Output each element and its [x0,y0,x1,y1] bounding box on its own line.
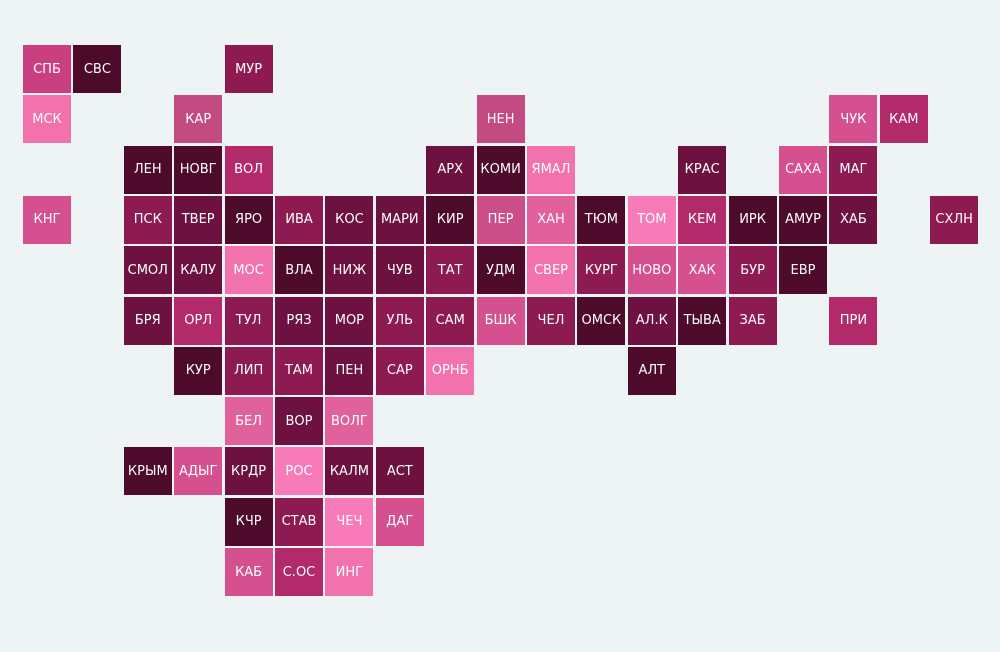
region-tile: СТАВ [275,497,323,546]
region-tile: ВОР [275,397,323,446]
region-tile: МАГ [829,145,878,194]
region-tile: АМУР [779,195,827,244]
region-tile: КУР [174,346,223,395]
region-tile: КАМ [879,95,928,144]
region-tile: САХА [779,145,827,194]
region-tile: АЛТ [627,346,676,395]
region-tile: НОВГ [174,145,223,194]
region-tile: КЕМ [678,195,727,244]
region-tile: САМ [426,296,475,345]
region-tile: ЧУК [829,95,878,144]
region-tile: ЯМАЛ [527,145,575,194]
region-tile: ЧЕЛ [527,296,575,345]
region-tile: ИНГ [325,548,374,596]
region-tile: НОВО [627,246,676,295]
region-tile: ХАБ [829,195,878,244]
region-tile: КАЛМ [325,447,374,496]
region-tile: ЛИП [224,346,273,395]
region-tile: ПСК [123,195,172,244]
region-tile: КАР [174,95,223,144]
region-tile: КЧР [224,497,273,546]
region-tile: ТВЕР [174,195,223,244]
region-tile: СВЕР [527,246,575,295]
region-tile: С.ОС [275,548,323,596]
region-tile: ПРИ [829,296,878,345]
region-tile: КРАС [678,145,727,194]
region-tile: ВОЛ [224,145,273,194]
region-tile: БУР [728,246,777,295]
region-tile: МСК [23,95,71,144]
region-tile: АСТ [375,447,424,496]
region-tile: КУРГ [577,246,626,295]
region-tile: КОС [325,195,374,244]
region-tile: СПБ [23,45,71,93]
region-tile: МОС [224,246,273,295]
region-tile: ЛЕН [123,145,172,194]
region-tile: ОРНБ [426,346,475,395]
region-tile: РЯЗ [275,296,323,345]
region-tile: МАРИ [375,195,424,244]
region-tile: НЕН [476,95,525,144]
region-tile: ВОЛГ [325,397,374,446]
region-tile: ИВА [275,195,323,244]
region-tile: КОМИ [476,145,525,194]
region-tile: ТЫВА [678,296,727,345]
region-tile: БРЯ [123,296,172,345]
region-tile: ТАМ [275,346,323,395]
region-tile: ЧУВ [375,246,424,295]
region-tile: КРДР [224,447,273,496]
region-tile: СХЛН [930,195,979,244]
region-tile: ТУЛ [224,296,273,345]
region-tile: НИЖ [325,246,374,295]
region-tile: УЛЬ [375,296,424,345]
region-tile: ПЕР [476,195,525,244]
region-tile: ТЮМ [577,195,626,244]
region-tile: БЕЛ [224,397,273,446]
region-tile: БШК [476,296,525,345]
region-tile: ДАГ [375,497,424,546]
region-tile: МУР [224,45,273,93]
region-tile: СМОЛ [123,246,172,295]
region-tile: ВЛА [275,246,323,295]
region-tile: МОР [325,296,374,345]
region-tile: ЯРО [224,195,273,244]
region-tile: ТОМ [627,195,676,244]
region-tile: ЧЕЧ [325,497,374,546]
region-tile: КАБ [224,548,273,596]
region-tile: ОРЛ [174,296,223,345]
region-tile: КИР [426,195,475,244]
region-tile: РОС [275,447,323,496]
region-tile: ИРК [728,195,777,244]
region-tile: ОМСК [577,296,626,345]
region-tile: ПЕН [325,346,374,395]
region-tile: ТАТ [426,246,475,295]
region-tile: САР [375,346,424,395]
region-tile: КАЛУ [174,246,223,295]
region-tile: АЛ.К [627,296,676,345]
region-tile: ХАК [678,246,727,295]
region-tile: АДЫГ [174,447,223,496]
region-tile: ЕВР [779,246,827,295]
region-tile: ХАН [527,195,575,244]
region-tile: КНГ [23,195,71,244]
region-tile: ЗАБ [728,296,777,345]
region-tile: АРХ [426,145,475,194]
region-tile: УДМ [476,246,525,295]
region-tile: КРЫМ [123,447,172,496]
region-tile: СВС [73,45,122,93]
